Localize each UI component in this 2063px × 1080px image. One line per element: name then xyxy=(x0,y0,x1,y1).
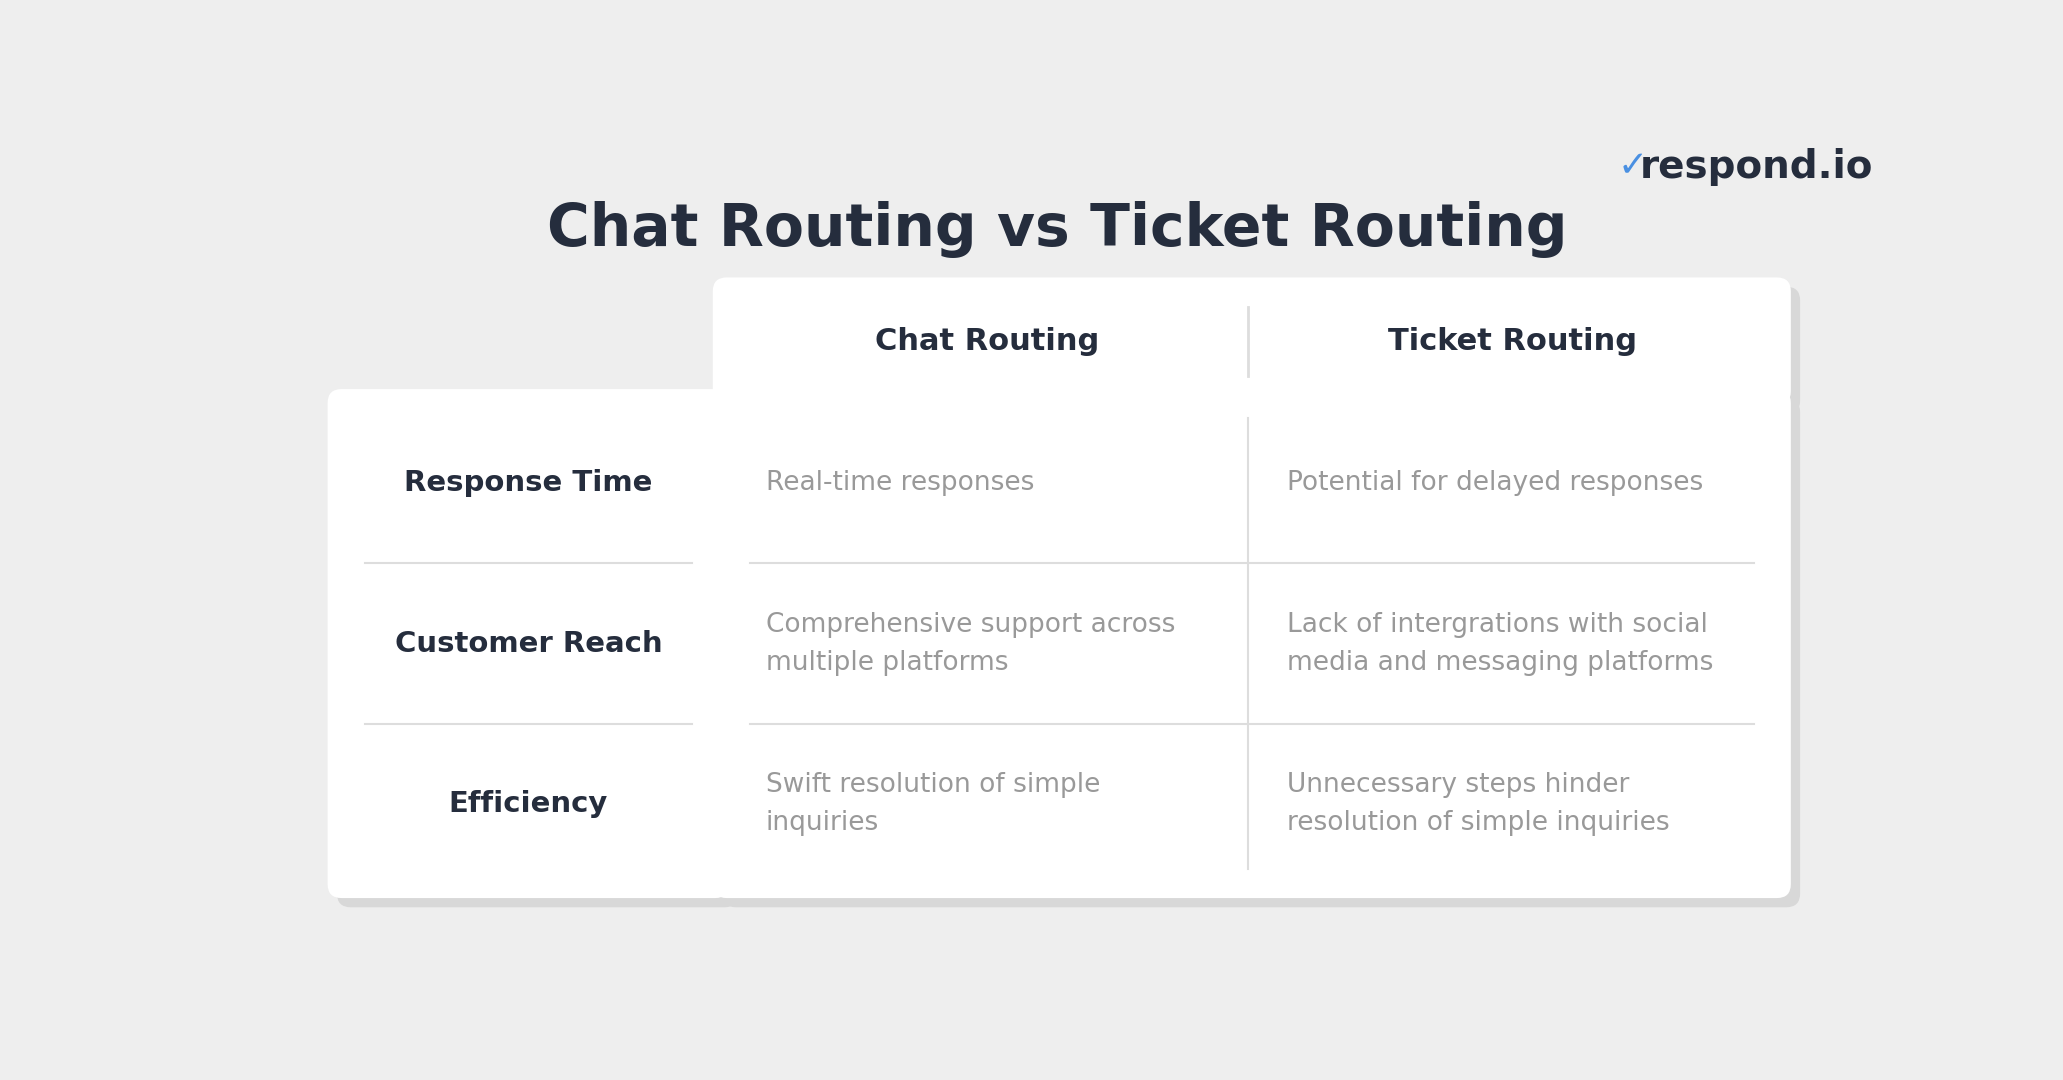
Text: Customer Reach: Customer Reach xyxy=(394,630,662,658)
Text: Response Time: Response Time xyxy=(404,469,652,497)
Text: Swift resolution of simple
inquiries: Swift resolution of simple inquiries xyxy=(765,772,1100,836)
Text: Potential for delayed responses: Potential for delayed responses xyxy=(1287,470,1704,496)
Text: Ticket Routing: Ticket Routing xyxy=(1388,327,1638,355)
Text: Real-time responses: Real-time responses xyxy=(765,470,1034,496)
FancyBboxPatch shape xyxy=(714,278,1791,405)
Text: Unnecessary steps hinder
resolution of simple inquiries: Unnecessary steps hinder resolution of s… xyxy=(1287,772,1669,836)
Text: ✓: ✓ xyxy=(1617,149,1648,184)
Text: Chat Routing: Chat Routing xyxy=(875,327,1100,355)
Text: Comprehensive support across
multiple platforms: Comprehensive support across multiple pl… xyxy=(765,611,1174,676)
FancyBboxPatch shape xyxy=(722,286,1801,415)
FancyBboxPatch shape xyxy=(722,399,1801,907)
FancyBboxPatch shape xyxy=(328,389,728,899)
Text: Lack of intergrations with social
media and messaging platforms: Lack of intergrations with social media … xyxy=(1287,611,1714,676)
FancyBboxPatch shape xyxy=(714,389,1791,899)
FancyBboxPatch shape xyxy=(336,399,739,907)
Text: Chat Routing vs Ticket Routing: Chat Routing vs Ticket Routing xyxy=(547,201,1568,258)
Text: respond.io: respond.io xyxy=(1640,148,1873,186)
Text: Efficiency: Efficiency xyxy=(448,789,609,818)
